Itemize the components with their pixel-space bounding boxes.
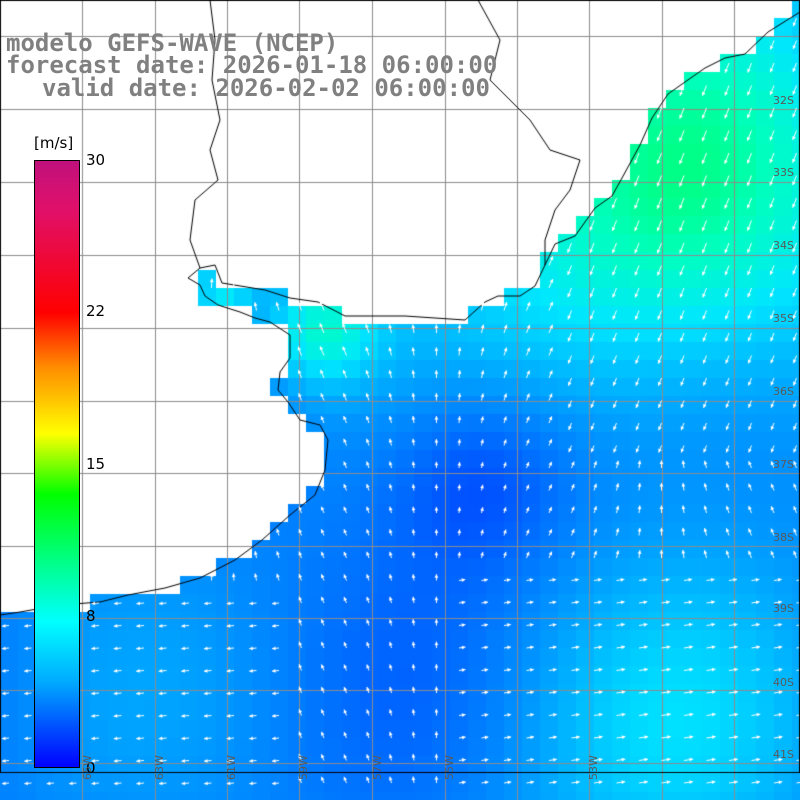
lon-label-55w: 55W (443, 755, 456, 780)
lon-label-53w: 53W (587, 755, 600, 780)
valid-date: valid date: 2026-02-02 06:00:00 (42, 74, 490, 102)
lat-label-33s: 33S (773, 166, 794, 179)
lat-label-34s: 34S (773, 239, 794, 252)
lat-label-32s: 32S (773, 94, 794, 107)
lat-label-36s: 36S (773, 385, 794, 398)
lat-label-35s: 35S (773, 312, 794, 325)
colorbar-tick-8: 8 (86, 607, 96, 625)
lat-label-41s: 41S (773, 748, 794, 761)
colorbar (34, 160, 80, 768)
lat-label-40s: 40S (773, 676, 794, 689)
colorbar-tick-15: 15 (86, 455, 106, 473)
lon-label-57w: 57W (371, 755, 384, 780)
model-title: modelo GEFS-WAVE (NCEP) (6, 29, 339, 57)
colorbar-tick-0: 0 (86, 759, 96, 777)
lat-label-37s: 37S (773, 458, 794, 471)
lon-label-63w: 63W (153, 755, 166, 780)
colorbar-unit: [m/s] (34, 134, 74, 152)
lon-label-61w: 61W (225, 755, 238, 780)
colorbar-tick-22: 22 (86, 302, 106, 320)
colorbar-tick-30: 30 (86, 151, 106, 169)
lon-label-65w: 65W (81, 755, 94, 780)
lat-label-39s: 39S (773, 602, 794, 615)
forecast-date: forecast date: 2026-01-18 06:00:00 (6, 51, 498, 79)
lat-label-38s: 38S (773, 531, 794, 544)
lon-label-59w: 59W (297, 755, 310, 780)
